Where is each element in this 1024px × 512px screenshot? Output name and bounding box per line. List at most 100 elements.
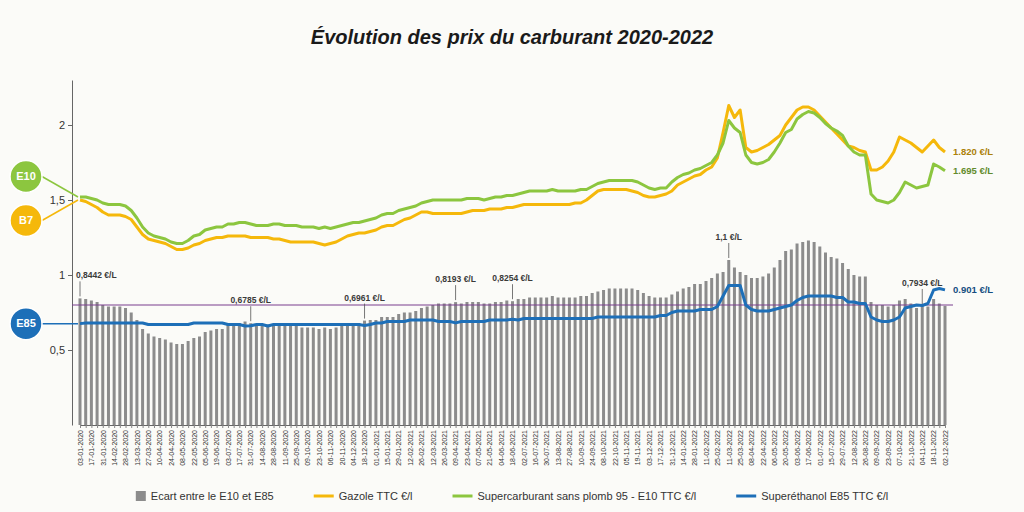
x-tick: 09-10-2020 (304, 425, 311, 466)
x-tick-mark (222, 425, 223, 428)
badge-label: B7 (19, 214, 33, 226)
x-axis: 03-01-202017-01-202031-01-202014-02-2020… (77, 425, 949, 466)
bar (887, 307, 890, 426)
bar (625, 289, 628, 426)
x-tick-label: 23-09-2022 (885, 430, 892, 466)
x-tick-mark (131, 425, 132, 428)
x-tick-mark (513, 425, 514, 428)
legend-swatch (136, 491, 146, 501)
bar (323, 328, 326, 426)
bar (266, 325, 269, 426)
x-tick-mark (729, 425, 730, 428)
bar (135, 320, 138, 425)
x-tick (825, 425, 826, 428)
bar (926, 307, 929, 426)
annotation-leader (80, 281, 81, 296)
bar (272, 325, 275, 426)
x-tick-mark (382, 425, 383, 428)
x-tick-mark (91, 425, 92, 428)
bar (847, 269, 850, 425)
x-tick-mark (217, 425, 218, 428)
x-tick (871, 425, 872, 428)
bar (152, 337, 155, 426)
x-tick-label: 25-09-2020 (293, 430, 300, 466)
x-tick: 15-01-2021 (384, 425, 391, 466)
bar (602, 290, 605, 425)
x-tick (552, 425, 553, 428)
x-tick: 17-12-2021 (657, 425, 664, 466)
x-tick (643, 425, 644, 428)
x-tick-mark (535, 425, 536, 428)
x-tick: 26-03-2021 (441, 425, 448, 466)
x-tick-mark (706, 425, 707, 428)
y-tick-label: 1 (59, 269, 65, 281)
bar (613, 289, 616, 426)
x-tick-label: 11-03-2022 (725, 430, 732, 465)
x-tick-mark (399, 425, 400, 428)
x-tick: 31-12-2021 (669, 425, 676, 466)
x-tick-mark (655, 425, 656, 428)
bar (124, 308, 127, 425)
x-tick: 19-06-2020 (213, 425, 220, 466)
x-tick-mark (114, 425, 115, 428)
bar (420, 308, 423, 425)
x-tick-mark (467, 425, 468, 428)
x-tick: 18-06-2021 (509, 425, 516, 466)
x-tick: 11-02-2022 (703, 425, 710, 465)
x-tick-label: 05-11-2021 (623, 430, 630, 465)
x-tick: 20-11-2020 (339, 425, 346, 465)
x-tick: 26-02-2021 (418, 425, 425, 466)
x-tick (154, 425, 155, 428)
x-tick-mark (649, 425, 650, 428)
bar (426, 307, 429, 426)
bar (363, 321, 366, 425)
badge (10, 308, 42, 340)
x-tick: 14-08-2020 (259, 425, 266, 466)
plot-marks (72, 106, 953, 426)
annotation: 0,6785 €/L (230, 295, 271, 305)
x-tick: 25-09-2020 (293, 425, 300, 466)
x-tick-label: 13-03-2020 (134, 430, 141, 466)
x-tick-label: 14-02-2020 (111, 430, 118, 466)
x-tick-label: 14-01-2022 (680, 430, 687, 466)
x-tick (211, 425, 212, 428)
x-tick (188, 425, 189, 428)
x-tick-mark (757, 425, 758, 428)
bar (181, 344, 184, 425)
bar (198, 337, 201, 426)
x-tick (370, 425, 371, 428)
x-tick-mark (746, 425, 747, 428)
x-tick-label: 31-07-2020 (247, 430, 254, 466)
x-tick (97, 425, 98, 428)
x-tick-label: 04-11-2022 (919, 430, 926, 465)
badges: E10B7E85 (10, 161, 78, 340)
x-tick-mark (723, 425, 724, 428)
x-tick-mark (416, 425, 417, 428)
x-tick (359, 425, 360, 428)
bar (192, 338, 195, 425)
y-tick-mark (68, 275, 72, 276)
bar (158, 338, 161, 425)
bar (380, 317, 383, 425)
x-tick-mark (427, 425, 428, 428)
bar (534, 298, 537, 426)
bar (357, 323, 360, 425)
y-tick-label: 1,5 (50, 194, 65, 206)
bar (909, 304, 912, 426)
x-tick-mark (495, 425, 496, 428)
bar (414, 311, 417, 425)
x-tick-label: 25-03-2022 (737, 430, 744, 466)
x-tick-mark (678, 425, 679, 428)
x-tick: 10-09-2021 (578, 425, 585, 466)
x-tick: 22-05-2020 (191, 425, 198, 466)
x-tick-mark (501, 425, 502, 428)
legend-item: Superéthanol E85 TTC €/l (736, 490, 888, 502)
x-tick-mark (604, 425, 605, 428)
x-tick-mark (177, 425, 178, 428)
x-tick-mark (899, 425, 900, 428)
x-tick-label: 28-08-2020 (270, 430, 277, 466)
bar (238, 323, 241, 425)
bar (209, 331, 212, 426)
x-tick: 01-01-2021 (373, 425, 380, 466)
x-tick: 29-07-2022 (839, 425, 846, 466)
